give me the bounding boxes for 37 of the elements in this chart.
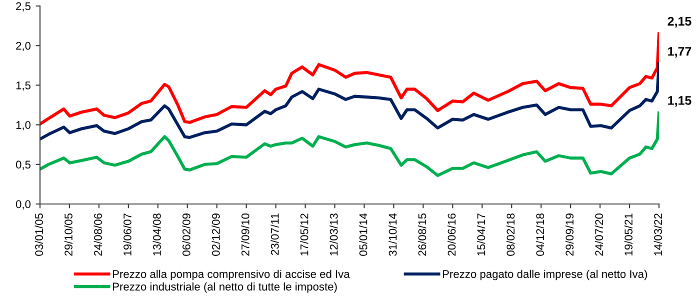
x-tick-label: 17/05/12	[300, 214, 308, 256]
x-tick-label: 24/08/06	[94, 214, 102, 256]
legend-label: Prezzo alla pompa comprensivo di accise ed Iva	[112, 270, 350, 280]
x-tick-label: 23/07/11	[270, 214, 279, 255]
x-tick-label: 15/04/17	[476, 214, 486, 256]
x-tick-label: 03/01/05	[34, 213, 43, 256]
y-tick-label: 1,5	[16, 82, 31, 91]
y-tick-label: 1,0	[16, 121, 31, 130]
line-series	[40, 32, 659, 126]
x-tick-label: 13/04/08	[152, 214, 161, 256]
legend-label: Prezzo pagato dalle imprese (al netto Iva)	[442, 270, 648, 280]
x-tick-label: 14/03/22	[654, 214, 662, 256]
legend-label: Prezzo industriale (al netto di tutte le imposte)	[112, 282, 337, 293]
x-tick-label: 04/12/18	[536, 214, 544, 256]
x-tick-label: 02/12/09	[212, 214, 220, 256]
x-tick-label: 19/06/07	[123, 214, 132, 256]
line-series	[40, 62, 659, 141]
data-label: 1,15	[668, 96, 692, 107]
x-tick-label: 29/09/19	[565, 214, 574, 256]
x-tick-label: 29/10/05	[64, 213, 72, 256]
line-series	[40, 111, 659, 178]
x-tick-label: 19/05/21	[624, 214, 633, 256]
x-tick-label: 05/01/14	[359, 213, 368, 256]
data-label: 2,15	[668, 16, 692, 28]
x-tick-label: 24/07/20	[594, 213, 604, 256]
y-tick-label: 0,0	[16, 200, 31, 210]
data-label: 1,77	[668, 47, 692, 58]
y-tick-label: 2,5	[16, 2, 31, 12]
y-tick-label: 0,5	[16, 160, 31, 170]
x-tick-label: 06/02/09	[182, 214, 190, 256]
y-tick-label: 2,0	[16, 42, 31, 52]
x-tick-label: 27/09/10	[241, 213, 250, 256]
x-tick-label: 20/06/16	[447, 214, 456, 256]
x-tick-label: 26/08/15	[418, 213, 426, 256]
x-tick-label: 08/02/18	[506, 214, 515, 256]
x-tick-label: 12/03/13	[330, 214, 338, 256]
x-tick-label: 31/10/14	[388, 213, 397, 256]
